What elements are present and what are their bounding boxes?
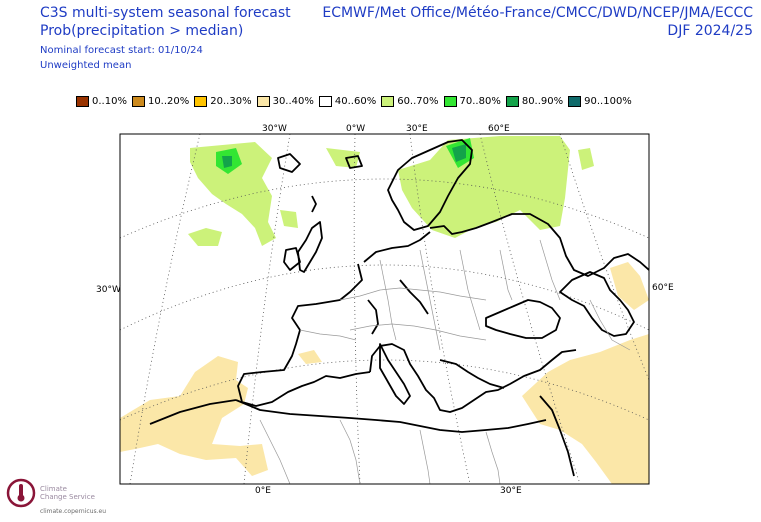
legend-item-90-100: 90..100% <box>568 96 632 107</box>
legend-item-20-30: 20..30% <box>194 96 252 107</box>
shading-80-90 <box>222 144 466 168</box>
mean-label: Unweighted mean <box>40 60 132 71</box>
legend-item-30-40: 30..40% <box>256 96 314 107</box>
top-label-30w: 30°W <box>262 124 287 134</box>
shading-30-40 <box>120 262 649 484</box>
graticule <box>120 134 649 484</box>
legend-item-0-10: 0..10% <box>76 96 127 107</box>
legend-swatch <box>131 96 145 107</box>
legend-swatch <box>443 96 457 107</box>
forecast-start-label: Nominal forecast start: 01/10/24 <box>40 45 203 56</box>
legend-swatch <box>194 96 208 107</box>
season-label: DJF 2024/25 <box>667 23 753 39</box>
legend-label: 10..20% <box>147 96 190 107</box>
coastlines <box>149 139 649 477</box>
legend-swatch <box>76 96 89 107</box>
bottom-label-30e: 30°E <box>500 486 522 496</box>
top-label-0w: 0°W <box>346 124 365 134</box>
left-label-30w: 30°W <box>96 285 121 295</box>
bottom-label-0e: 0°E <box>255 486 271 496</box>
legend-label: 40..60% <box>334 96 377 107</box>
legend-item-10-20: 10..20% <box>131 96 190 107</box>
top-label-60e: 60°E <box>488 124 510 134</box>
logo-line1: Climate <box>40 485 67 493</box>
legend-label: 60..70% <box>397 96 439 107</box>
copernicus-logo: Climate Change Service <box>6 478 95 508</box>
legend-label: 20..30% <box>210 96 252 107</box>
map-frame <box>119 133 650 485</box>
probability-legend: 0..10% 10..20% 20..30% 30..40% 40..60% 6… <box>76 96 637 107</box>
thermometer-logo-icon <box>6 478 36 508</box>
top-label-30e: 30°E <box>406 124 428 134</box>
legend-swatch <box>381 96 395 107</box>
legend-swatch <box>568 96 582 107</box>
legend-item-70-80: 70..80% <box>443 96 501 107</box>
legend-label: 30..40% <box>272 96 314 107</box>
logo-line2: Change Service <box>40 493 95 501</box>
legend-item-80-90: 80..90% <box>505 96 564 107</box>
legend-label: 80..90% <box>521 96 564 107</box>
header-right: ECMWF/Met Office/Météo-France/CMCC/DWD/N… <box>322 4 753 40</box>
legend-item-60-70: 60..70% <box>381 96 439 107</box>
logo-text: Climate Change Service <box>40 485 95 501</box>
legend-swatch <box>318 96 332 107</box>
legend-label: 0..10% <box>92 96 127 107</box>
right-label-60e: 60°E <box>652 283 674 293</box>
map-title: C3S multi-system seasonal forecast <box>40 5 291 21</box>
country-borders <box>259 239 631 484</box>
map-subtitle: Prob(precipitation > median) <box>40 23 244 39</box>
legend-label: 90..100% <box>584 96 632 107</box>
legend-label: 70..80% <box>459 96 501 107</box>
legend-item-40-60: 40..60% <box>318 96 377 107</box>
copernicus-url: climate.copernicus.eu <box>40 508 107 515</box>
centres-label: ECMWF/Met Office/Météo-France/CMCC/DWD/N… <box>322 5 753 21</box>
header-left: C3S multi-system seasonal forecast Prob(… <box>40 4 291 72</box>
legend-swatch <box>256 96 270 107</box>
legend-swatch <box>505 96 519 107</box>
